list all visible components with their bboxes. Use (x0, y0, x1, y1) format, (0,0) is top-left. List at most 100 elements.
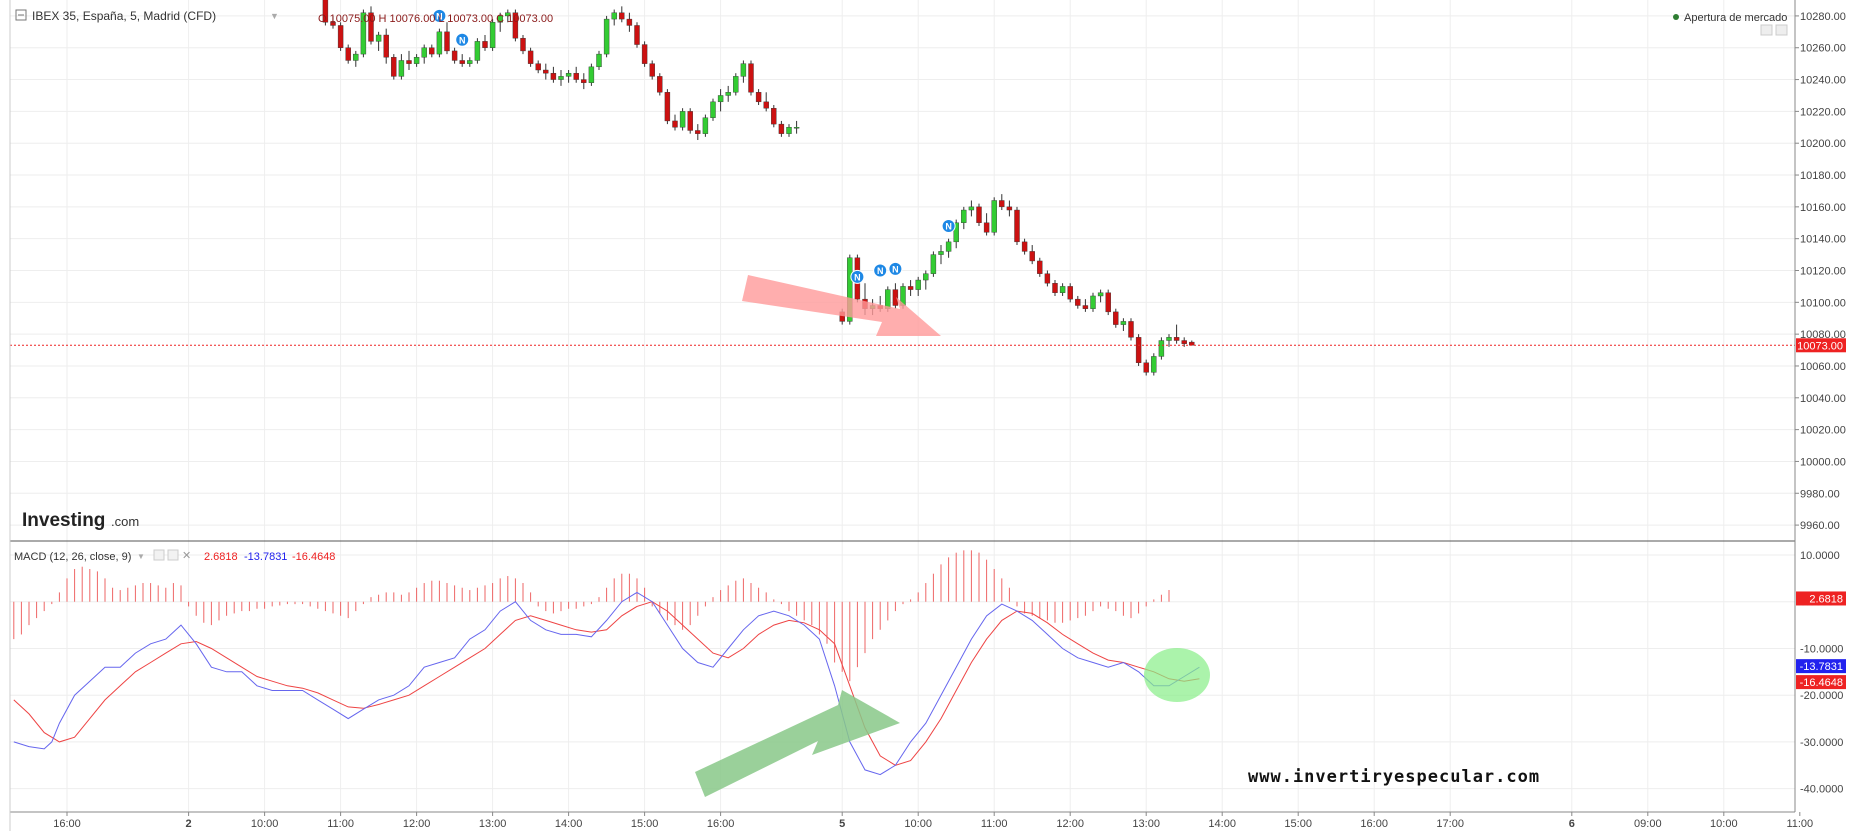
candle (611, 9, 617, 26)
candle (322, 0, 329, 26)
candle (1059, 283, 1066, 296)
candle (695, 124, 701, 141)
candle-body (398, 60, 405, 77)
status-label: Apertura de mercado (1684, 12, 1787, 24)
candle-body (983, 222, 990, 233)
candle-body (953, 222, 959, 243)
news-marker-glyph: N (459, 35, 466, 45)
candle-body (649, 63, 655, 77)
ohlc-values: O 10075.00 H 10076.00 L 10073.00 C 10073… (318, 13, 553, 25)
candle (778, 120, 785, 137)
indicator-value-3: -16.4648 (292, 551, 335, 563)
time-tick-label: 15:00 (631, 818, 659, 830)
news-marker-icon[interactable]: N (873, 263, 888, 278)
indicator-legend[interactable]: MACD (12, 26, close, 9) ▼ ✕ 2.6818 -13.7… (14, 549, 335, 563)
time-tick-label: 16:00 (1360, 818, 1388, 830)
news-marker-icon[interactable]: N (941, 218, 956, 233)
time-tick-label: 14:00 (555, 818, 583, 830)
news-marker-circle (888, 261, 903, 276)
candle-body (778, 123, 785, 134)
candle (930, 251, 937, 277)
candle (581, 73, 587, 90)
legend-header[interactable]: IBEX 35, España, 5, Madrid (CFD) ▼ O 100… (15, 9, 553, 25)
axis-value-tag-bg (1796, 338, 1846, 353)
candle-body (603, 18, 610, 55)
candle (1082, 299, 1089, 312)
time-tick-label: 13:00 (1132, 818, 1160, 830)
price-tick-label: 10220.00 (1800, 106, 1846, 118)
candle-body (1105, 292, 1111, 313)
indicator-value-1: 2.6818 (204, 551, 238, 563)
candle (679, 108, 686, 131)
news-marker-icon[interactable]: N (850, 269, 865, 284)
candle (451, 47, 458, 64)
candle (497, 12, 503, 32)
macd-tick-label: -20.0000 (1800, 690, 1843, 702)
candle-body (915, 279, 921, 290)
candle-body (1082, 305, 1089, 309)
indicator-dropdown-icon[interactable]: ▼ (137, 552, 145, 561)
close-icon[interactable]: ✕ (182, 550, 191, 562)
value-tags: 10073.00 2.6818 -13.7831 -16.4648 (1796, 338, 1846, 690)
candle (588, 63, 595, 86)
news-marker-icon[interactable]: N (432, 8, 447, 23)
candle-body (961, 209, 967, 223)
candle (1113, 308, 1119, 328)
candle-body (748, 63, 754, 93)
hide-icon[interactable] (167, 549, 179, 561)
news-marker-circle (432, 8, 447, 23)
news-marker-icon[interactable]: N (455, 32, 470, 47)
maximize-button-icon[interactable] (1775, 24, 1788, 36)
dropdown-icon[interactable]: ▼ (270, 11, 279, 21)
candle (976, 203, 982, 226)
candle (953, 219, 959, 249)
candle-body (733, 76, 739, 93)
candle (550, 66, 557, 83)
candle (793, 120, 800, 134)
candle (505, 9, 511, 23)
price-tick-label: 10240.00 (1800, 75, 1846, 87)
candle (945, 238, 952, 258)
candle (1006, 200, 1013, 217)
price-tick-label: 10140.00 (1800, 234, 1846, 246)
candle (520, 35, 526, 55)
candle (1143, 359, 1149, 376)
candle (771, 105, 777, 128)
candle-body (1128, 321, 1134, 338)
time-tick-label: 14:00 (1208, 818, 1236, 830)
candle (1120, 318, 1127, 331)
time-tick-label: 5 (839, 818, 845, 830)
candle-body (482, 41, 488, 48)
candle-body (1135, 337, 1142, 363)
news-marker-glyph: N (436, 11, 443, 21)
time-tick-label: 13:00 (479, 818, 507, 830)
price-tick-label: 9960.00 (1800, 520, 1840, 532)
candle-body (907, 286, 914, 290)
candle-body (406, 60, 412, 64)
time-tick-label: 15:00 (1284, 818, 1312, 830)
price-tick-label: 9980.00 (1800, 488, 1840, 500)
candle (527, 47, 534, 67)
candle (983, 213, 990, 236)
watermark-url: www.invertiryespecular.com (1248, 767, 1540, 787)
candle-body (740, 63, 747, 77)
price-tick-label: 10060.00 (1800, 361, 1846, 373)
candle-body (1075, 298, 1081, 306)
candle-body (945, 241, 952, 252)
candle (474, 38, 481, 64)
restore-button-icon[interactable] (1760, 24, 1773, 36)
news-marker-glyph: N (877, 266, 884, 276)
axis-value-tag-label: 2.6818 (1809, 593, 1843, 605)
up-arrow-annotation (695, 690, 900, 797)
collapse-icon[interactable] (15, 9, 27, 21)
candle-body (1067, 286, 1073, 300)
news-marker-icon[interactable]: N (888, 261, 903, 276)
candle-body (527, 50, 534, 64)
news-marker-glyph: N (854, 272, 861, 282)
candle-body (755, 92, 762, 103)
settings-icon[interactable] (153, 549, 165, 561)
window-controls[interactable] (1760, 24, 1788, 36)
price-tick-label: 10200.00 (1800, 138, 1846, 150)
